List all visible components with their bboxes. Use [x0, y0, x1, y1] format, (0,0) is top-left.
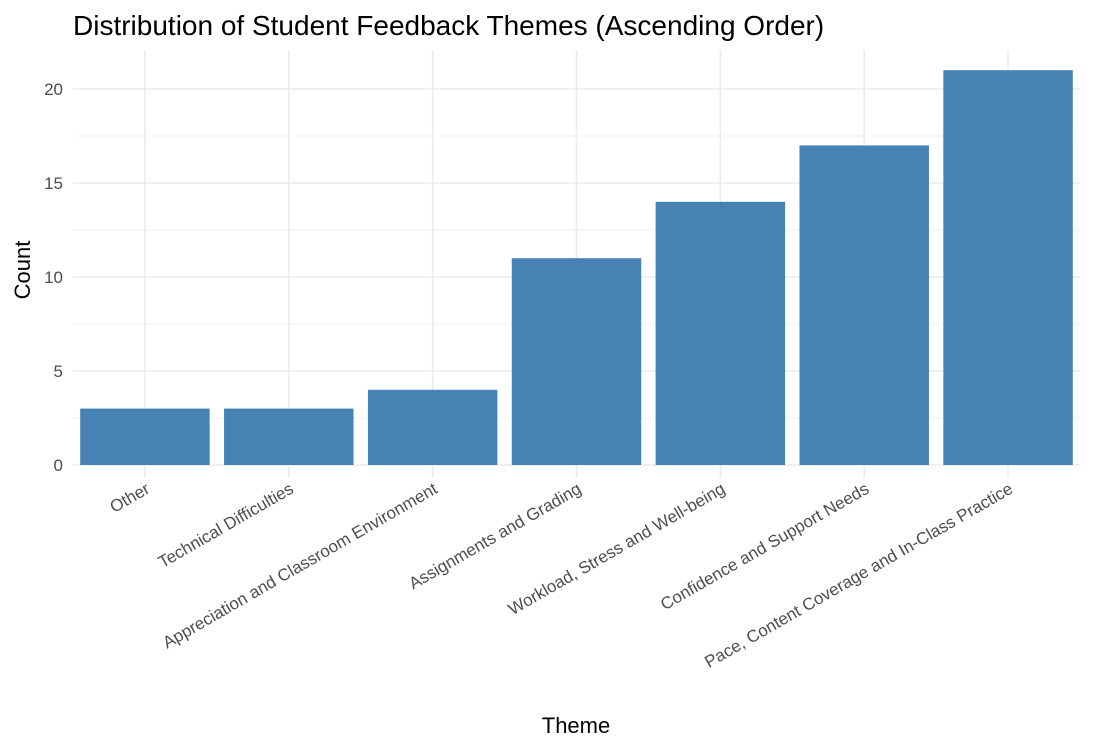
bar	[655, 201, 786, 466]
y-axis-title: Count	[10, 241, 35, 300]
y-tick-label: 10	[44, 268, 63, 287]
y-tick-label: 5	[54, 362, 63, 381]
x-axis-title: Theme	[542, 713, 610, 738]
x-tick-label: Pace, Content Coverage and In-Class Prac…	[701, 479, 1016, 672]
y-tick-label: 0	[54, 456, 63, 475]
bar-layer	[80, 70, 1073, 466]
bar	[511, 258, 642, 465]
x-tick-label: Appreciation and Classroom Environment	[159, 479, 440, 652]
bar	[80, 408, 210, 465]
bar	[799, 145, 929, 465]
chart-title: Distribution of Student Feedback Themes …	[73, 10, 824, 41]
y-tick-label: 15	[44, 174, 63, 193]
x-axis-ticks: Other Technical DifficultiesAppreciation …	[107, 479, 1016, 672]
bar	[367, 389, 498, 465]
x-tick-label: Other	[107, 479, 154, 517]
x-tick-label: Technical Difficulties	[155, 479, 297, 572]
bar	[943, 70, 1073, 465]
y-axis-ticks: 0 5 10 15 20	[44, 80, 63, 475]
plot-panel	[73, 50, 1080, 478]
y-tick-label: 20	[44, 80, 63, 99]
bar	[224, 408, 354, 465]
